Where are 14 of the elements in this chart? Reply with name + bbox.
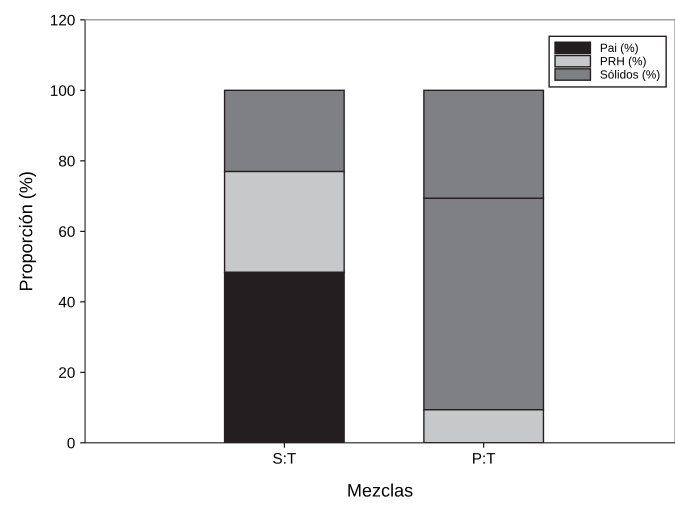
y-tick-label: 40 xyxy=(58,296,75,308)
y-tick-label: 120 xyxy=(51,14,75,26)
x-axis-title: Mezclas xyxy=(348,483,412,497)
x-tick-label: P:T xyxy=(473,453,496,464)
legend-label: Sólidos (%) xyxy=(600,70,660,81)
y-tick-label: 20 xyxy=(59,367,75,378)
x-tick-label: S:T xyxy=(273,452,296,464)
y-tick-label: 100 xyxy=(51,85,75,96)
y-axis-title: Proporción (%) xyxy=(18,172,36,290)
legend-label: Pai (%) xyxy=(600,43,638,54)
y-tick-label: 0 xyxy=(67,438,75,449)
legend-label: PRH (%) xyxy=(600,56,646,68)
y-tick-label: 60 xyxy=(59,226,75,238)
y-tick-label: 80 xyxy=(59,156,75,167)
